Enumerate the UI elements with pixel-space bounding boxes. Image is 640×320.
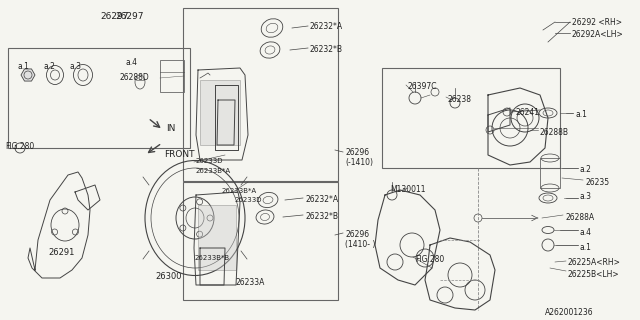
Bar [540,158,560,188]
Text: IN: IN [166,124,175,133]
Text: 26233A: 26233A [235,278,264,287]
Text: a.4: a.4 [125,58,137,67]
Text: a.2: a.2 [44,62,56,71]
Text: (1410- ): (1410- ) [345,240,376,249]
Bar [183,8,338,181]
Text: 26233B*A: 26233B*A [222,188,257,194]
Bar [198,205,236,270]
Text: 26296: 26296 [345,148,369,157]
Text: 26225B<LH>: 26225B<LH> [568,270,620,279]
Text: a.1: a.1 [575,110,587,119]
Text: 26232*B: 26232*B [305,212,338,221]
Text: a.1: a.1 [18,62,30,71]
Text: FIG.280: FIG.280 [415,255,444,264]
Text: 26300: 26300 [155,272,182,281]
Text: 26397C: 26397C [408,82,438,91]
Text: 26233D: 26233D [196,158,223,164]
Text: a.3: a.3 [580,192,592,201]
Text: 26238: 26238 [448,95,472,104]
Text: FIG.280: FIG.280 [5,142,35,151]
Text: 26232*A: 26232*A [310,22,343,31]
Bar [382,68,560,168]
Text: 26232*B: 26232*B [310,45,343,54]
Text: FRONT: FRONT [164,150,195,159]
Text: 26297: 26297 [115,12,143,21]
Text: 26297: 26297 [100,12,129,21]
Text: A262001236: A262001236 [545,308,594,317]
Text: 26233D: 26233D [235,197,262,203]
Text: a.2: a.2 [580,165,592,174]
Text: 26288B: 26288B [540,128,569,137]
Text: a.4: a.4 [580,228,592,237]
Text: 26292 <RH>: 26292 <RH> [572,18,622,27]
Text: 26296: 26296 [345,230,369,239]
Text: 26291: 26291 [48,248,74,257]
Text: 26235: 26235 [585,178,609,187]
Text: 26241: 26241 [515,108,539,117]
Text: 26233B*A: 26233B*A [196,168,231,174]
Text: a.3: a.3 [70,62,82,71]
Bar [183,182,338,300]
Text: a.1: a.1 [580,243,592,252]
Text: 26233B*B: 26233B*B [195,255,230,261]
Text: M130011: M130011 [390,185,426,194]
Text: 26292A<LH>: 26292A<LH> [572,30,624,39]
Text: 26288D: 26288D [120,73,150,82]
Bar [160,60,184,92]
Text: 26225A<RH>: 26225A<RH> [568,258,621,267]
Bar [8,48,190,148]
Text: (-1410): (-1410) [345,158,373,167]
Text: 26288A: 26288A [565,213,594,222]
Bar [200,80,240,145]
Text: 26232*A: 26232*A [305,195,338,204]
